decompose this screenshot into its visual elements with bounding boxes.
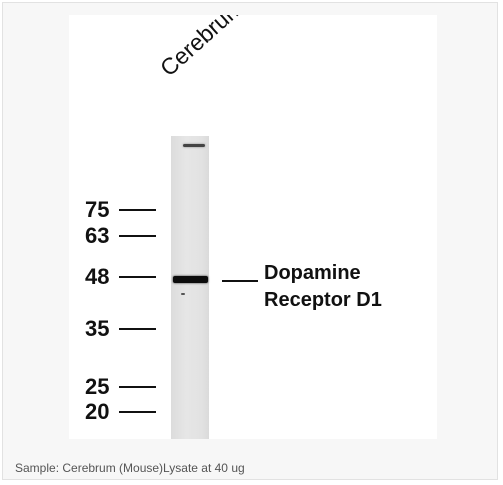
figure-caption: Sample: Cerebrum (Mouse)Lysate at 40 ug [15,461,245,475]
target-label-line1: Dopamine [264,262,361,284]
figure-card: Cerebrum 75 63 48 35 25 20 [2,2,498,480]
marker-tick [119,411,156,413]
marker-label: 63 [85,223,110,248]
marker-label: 75 [85,197,110,222]
marker-20: 20 [69,400,169,424]
marker-63: 63 [69,224,169,248]
target-protein-label: Dopamine Receptor D1 [264,260,382,314]
marker-35: 35 [69,317,169,341]
target-label-line2: Receptor D1 [264,289,382,311]
western-blot-image: Cerebrum 75 63 48 35 25 20 [69,15,437,439]
marker-75: 75 [69,198,169,222]
high-mw-band [183,144,205,147]
marker-tick [119,328,156,330]
minor-band [181,293,185,295]
marker-label: 25 [85,374,110,399]
marker-tick [119,276,156,278]
marker-25: 25 [69,375,169,399]
target-band [173,276,208,283]
marker-48: 48 [69,265,169,289]
target-pointer-line [222,280,258,282]
marker-label: 35 [85,316,110,341]
marker-tick [119,235,156,237]
marker-tick [119,386,156,388]
marker-label: 20 [85,399,110,424]
marker-tick [119,209,156,211]
sample-lane-label: Cerebrum [154,15,249,82]
marker-label: 48 [85,264,110,289]
blot-lane [171,136,209,439]
